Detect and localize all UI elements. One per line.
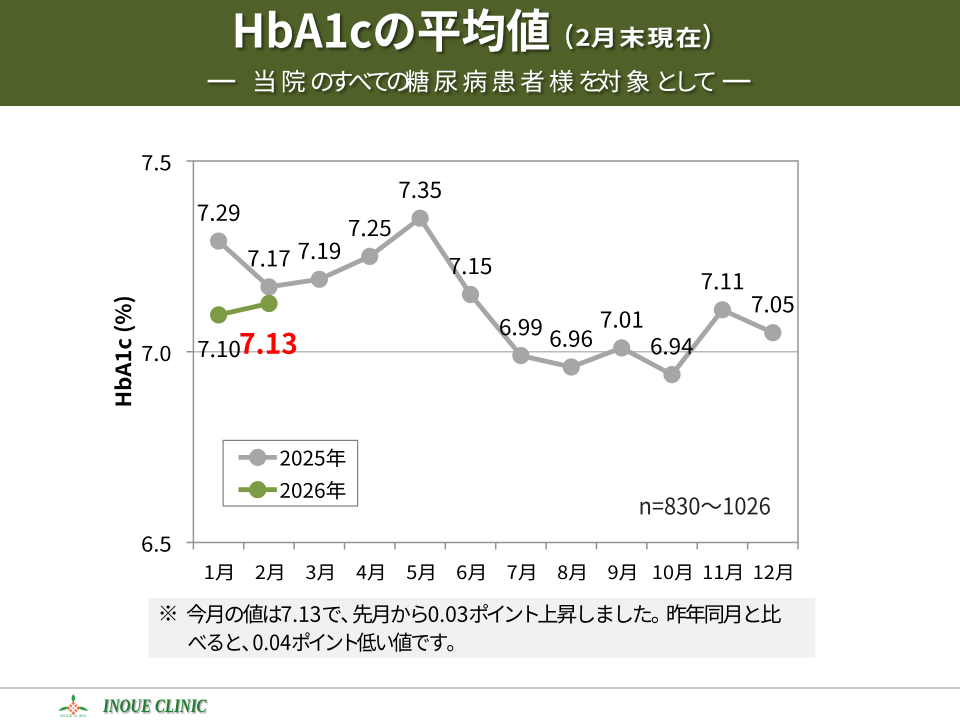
svg-text:INOUE CLINIC: INOUE CLINIC <box>60 714 87 718</box>
svg-text:INOUE CLINIC: INOUE CLINIC <box>102 696 207 717</box>
